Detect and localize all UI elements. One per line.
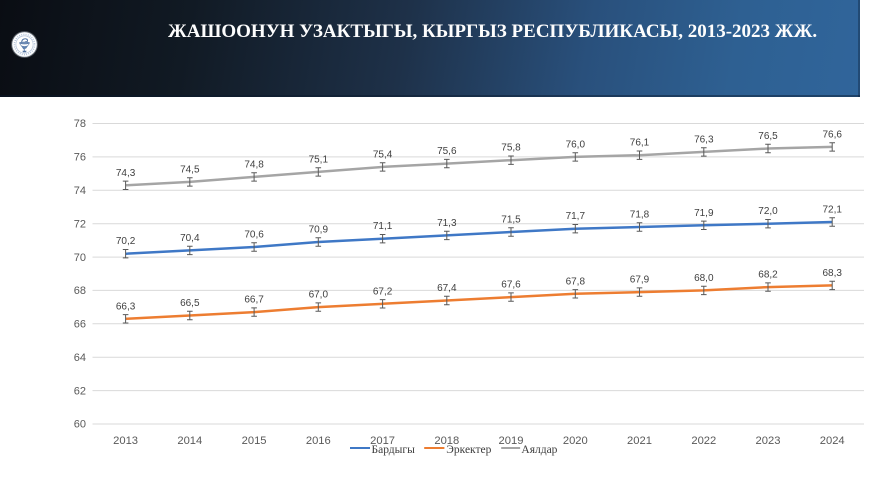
svg-text:62: 62 — [74, 385, 86, 397]
svg-text:75,4: 75,4 — [373, 149, 393, 160]
svg-text:71,9: 71,9 — [694, 208, 714, 219]
svg-text:2022: 2022 — [691, 435, 716, 447]
svg-text:68: 68 — [74, 285, 86, 297]
svg-text:75,1: 75,1 — [309, 154, 329, 165]
svg-text:Эркектер: Эркектер — [446, 444, 491, 456]
svg-text:78: 78 — [74, 118, 86, 130]
svg-text:67,6: 67,6 — [501, 280, 521, 291]
svg-text:71,1: 71,1 — [373, 221, 393, 232]
svg-text:71,8: 71,8 — [630, 210, 650, 221]
svg-text:70,2: 70,2 — [116, 236, 136, 247]
svg-text:72: 72 — [74, 218, 86, 230]
svg-text:76,5: 76,5 — [758, 131, 778, 142]
svg-text:67,4: 67,4 — [437, 283, 457, 294]
svg-text:67,2: 67,2 — [373, 286, 393, 297]
svg-text:2021: 2021 — [627, 435, 652, 447]
svg-text:2013: 2013 — [113, 435, 138, 447]
svg-text:66,7: 66,7 — [244, 295, 264, 306]
svg-text:67,0: 67,0 — [309, 290, 329, 301]
svg-text:67,9: 67,9 — [630, 275, 650, 286]
svg-text:70,9: 70,9 — [309, 225, 329, 236]
svg-text:2016: 2016 — [306, 435, 331, 447]
svg-text:72,1: 72,1 — [822, 205, 842, 216]
svg-text:74,3: 74,3 — [116, 168, 136, 179]
svg-text:70,4: 70,4 — [180, 233, 200, 244]
svg-text:68,3: 68,3 — [822, 268, 842, 279]
svg-text:2023: 2023 — [756, 435, 781, 447]
svg-text:76,6: 76,6 — [822, 129, 842, 140]
svg-text:Бардыгы: Бардыгы — [372, 444, 416, 456]
svg-text:60: 60 — [74, 419, 86, 431]
svg-text:74,8: 74,8 — [244, 159, 264, 170]
svg-text:70: 70 — [74, 252, 86, 264]
svg-text:2024: 2024 — [820, 435, 845, 447]
svg-text:2014: 2014 — [177, 435, 202, 447]
svg-text:74,5: 74,5 — [180, 164, 200, 175]
svg-text:72,0: 72,0 — [758, 206, 778, 217]
svg-text:75,8: 75,8 — [501, 143, 521, 154]
svg-text:64: 64 — [74, 352, 86, 364]
svg-text:66,3: 66,3 — [116, 301, 136, 312]
svg-text:76,1: 76,1 — [630, 138, 650, 149]
svg-text:67,8: 67,8 — [566, 276, 586, 287]
svg-text:76,0: 76,0 — [566, 139, 586, 150]
svg-text:68,2: 68,2 — [758, 270, 778, 281]
svg-text:70,6: 70,6 — [244, 230, 264, 241]
svg-text:71,3: 71,3 — [437, 218, 457, 229]
svg-text:66: 66 — [74, 319, 86, 331]
svg-text:76: 76 — [74, 152, 86, 164]
svg-text:2018: 2018 — [434, 435, 459, 447]
svg-text:71,7: 71,7 — [566, 211, 586, 222]
svg-text:66,5: 66,5 — [180, 298, 200, 309]
svg-text:2017: 2017 — [370, 435, 395, 447]
svg-text:2015: 2015 — [242, 435, 267, 447]
svg-text:76,3: 76,3 — [694, 134, 714, 145]
svg-text:Аялдар: Аялдар — [521, 444, 557, 456]
svg-text:68,0: 68,0 — [694, 273, 714, 284]
svg-text:71,5: 71,5 — [501, 215, 521, 226]
svg-text:2020: 2020 — [563, 435, 588, 447]
svg-text:2019: 2019 — [499, 435, 524, 447]
svg-text:74: 74 — [74, 185, 86, 197]
svg-text:75,6: 75,6 — [437, 146, 457, 157]
